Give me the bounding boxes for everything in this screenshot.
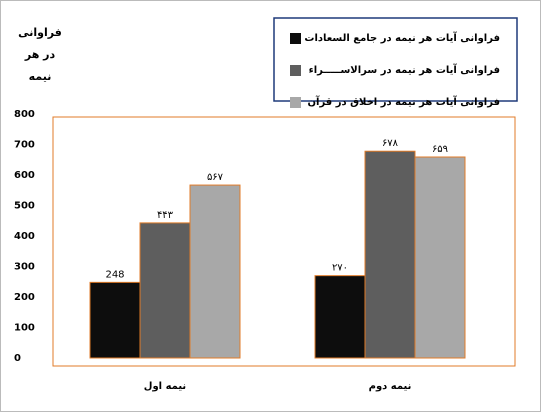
y-tick-label: 700 — [14, 140, 35, 151]
y-tick-label: 800 — [14, 109, 35, 120]
legend-box — [274, 18, 517, 101]
y-tick-label: 300 — [14, 262, 35, 273]
bar — [415, 157, 465, 358]
data-label: ۶۷۸ — [382, 138, 399, 149]
data-label: ۶۵۹ — [432, 144, 448, 155]
data-label: 248 — [105, 269, 124, 280]
legend-swatch — [290, 33, 301, 44]
y-axis-title: فراوانی در هر نیمه — [12, 22, 68, 88]
bar — [190, 185, 240, 358]
legend-swatch — [290, 65, 301, 76]
bar — [365, 151, 415, 358]
y-title-box: فراوانی در هر نیمه — [2, 22, 80, 92]
page: {"chart_data": {"type": "bar", "y_title"… — [0, 0, 541, 412]
y-tick-label: 400 — [14, 231, 35, 242]
data-label: ۴۴۳ — [157, 210, 174, 221]
y-tick-label: 600 — [14, 170, 35, 181]
x-tick-label: نیمه اول — [144, 381, 186, 392]
x-tick-label: نیمه دوم — [369, 381, 412, 392]
bar — [90, 282, 140, 358]
legend-label: فراوانی آیات هر نیمه در اخلاق در قرآن — [307, 95, 500, 108]
y-tick-label: 100 — [14, 323, 35, 334]
legend-label: فراوانی آیات هر نیمه در جامع السعادات — [304, 31, 500, 44]
bar — [140, 223, 190, 358]
y-tick-label: 200 — [14, 292, 35, 303]
y-tick-label: 500 — [14, 201, 35, 212]
chart: فراوانی در هر نیمه 0 100 200 300 400 500 600 70… — [0, 0, 541, 412]
data-label: ۵۶۷ — [207, 172, 224, 183]
y-tick-label: 0 — [14, 353, 21, 364]
legend-label: فراوانی آیات هر نیمه در سرالاســـــراء — [309, 63, 500, 76]
data-label: ۲۷۰ — [332, 263, 348, 274]
legend-swatch — [290, 97, 301, 108]
bar — [315, 276, 365, 358]
